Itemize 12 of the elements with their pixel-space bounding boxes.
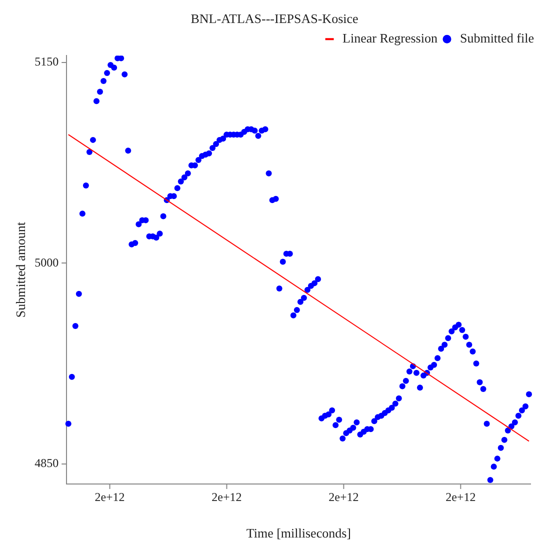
legend-label: Linear Regression <box>342 30 438 46</box>
y-tick-label: 5150 <box>34 54 59 68</box>
text: 2e+12 <box>94 490 125 504</box>
y-tick-label: 4850 <box>34 456 59 470</box>
text: 2e+12 <box>328 490 359 504</box>
text: 2e+12 <box>212 490 242 504</box>
text: 2e+12 <box>446 490 476 504</box>
y-tick-label: 5000 <box>34 255 59 270</box>
x-axis-title: Time [milliseconds] <box>246 526 351 541</box>
y-axis-title: Submitted amount <box>13 222 28 318</box>
legend-label: Submitted file <box>460 30 534 46</box>
chart-title: BNL-ATLAS---IEPSAS-Kosice <box>190 11 358 26</box>
